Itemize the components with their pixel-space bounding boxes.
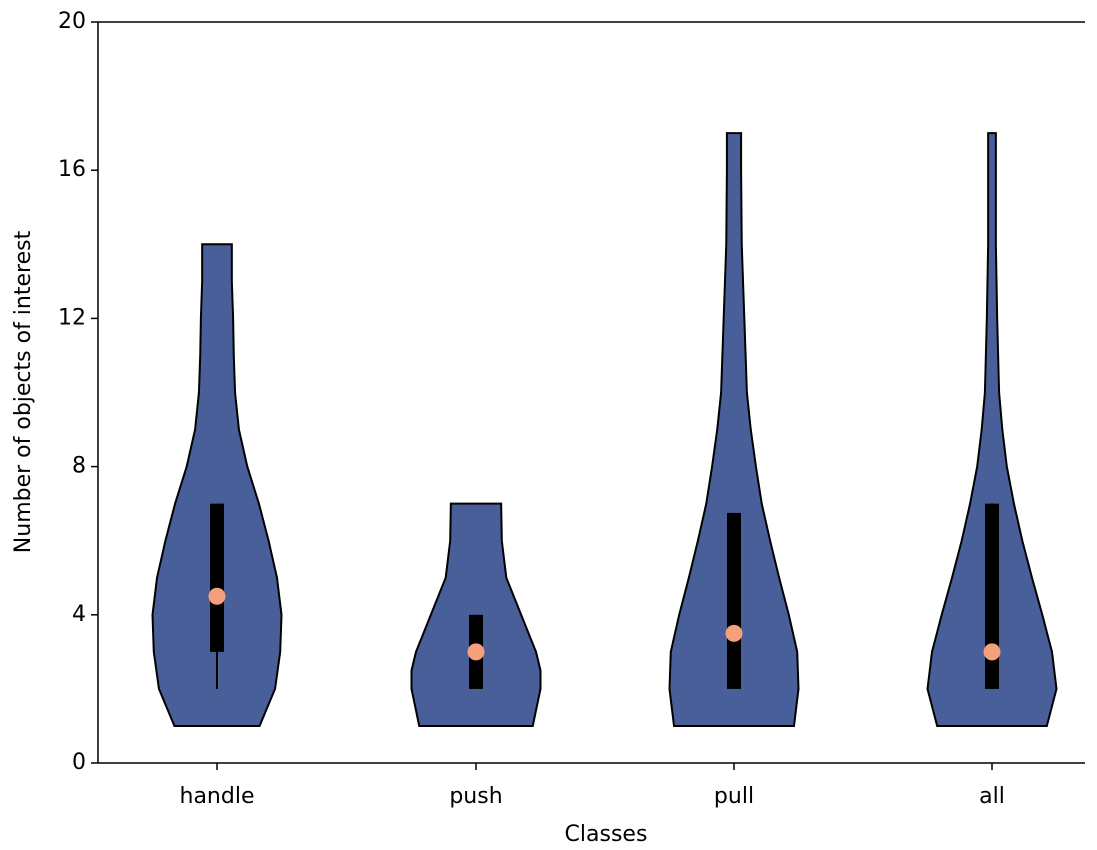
median-dot (208, 587, 226, 605)
violin-body (926, 132, 1058, 727)
x-tick-label: all (979, 784, 1005, 809)
x-tick-label: handle (180, 784, 255, 809)
y-tick-label: 20 (58, 9, 86, 34)
y-tick-label: 12 (58, 305, 86, 330)
y-tick-label: 8 (72, 454, 86, 479)
x-axis-label: Classes (565, 822, 648, 847)
x-tick-label: push (449, 784, 502, 809)
median-dot (983, 643, 1001, 661)
quartile-box (210, 503, 224, 652)
x-tick-label: pull (714, 784, 754, 809)
quartile-box (985, 503, 999, 689)
y-tick-label: 16 (58, 157, 86, 182)
quartile-box (727, 512, 741, 689)
violin-body (151, 243, 283, 727)
median-dot (725, 624, 743, 642)
median-dot (467, 643, 485, 661)
violin-body (668, 132, 800, 727)
y-axis-label: Number of objects of interest (11, 230, 36, 553)
y-tick-label: 0 (72, 750, 86, 775)
y-tick-label: 4 (72, 602, 86, 627)
